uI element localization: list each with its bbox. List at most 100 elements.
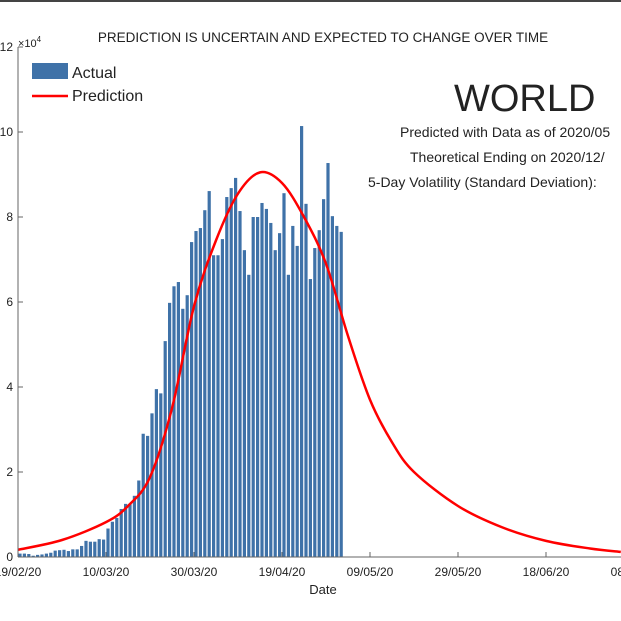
y-multiplier: ×104 [18,35,42,50]
bar-actual [102,539,106,557]
bar-actual [110,521,114,557]
bar-actual [172,286,176,557]
bar-actual [97,539,101,557]
bar-actual [27,554,31,557]
bar-actual [313,248,317,557]
bar-actual [247,274,251,557]
bar-actual [84,540,88,557]
bar-actual [137,480,141,557]
y-multiplier-base: ×10 [18,38,37,50]
bar-actual [80,545,84,557]
bar-actual [119,508,123,557]
bar-actual [282,193,286,557]
bar-actual [185,295,189,557]
bar-actual [106,528,110,557]
x-tick-label: 10/03/20 [83,565,130,579]
actual-bars [18,126,343,558]
bar-actual [198,228,202,558]
bar-actual [339,231,343,557]
bar-actual [18,553,22,557]
bar-actual [295,245,299,557]
bar-actual [124,503,128,557]
bar-actual [326,163,330,557]
x-axis-label: Date [309,582,336,597]
bar-actual [225,197,229,557]
bar-actual [335,225,339,558]
annotation-data-date: Predicted with Data as of 2020/05 [400,124,610,140]
bar-actual [212,255,216,557]
legend-swatch-actual [32,63,68,79]
bar-actual [168,302,172,557]
y-tick-label: 4 [6,380,13,394]
bar-actual [322,199,326,557]
bar-actual [88,541,92,557]
x-tick-label: 09/05/20 [347,565,394,579]
bar-actual [154,389,158,557]
bar-actual [273,250,277,557]
x-tick-label: 30/03/20 [171,565,218,579]
bar-actual [229,188,233,557]
bar-actual [93,541,97,557]
bar-actual [22,553,26,557]
bar-actual [71,549,75,557]
bar-actual [269,222,273,557]
bar-actual [251,217,255,557]
x-tick-label: 18/06/20 [523,565,570,579]
bar-actual [176,282,180,557]
x-tick-label: 19/02/20 [0,565,42,579]
bar-actual [150,413,154,557]
annotation-volatility: 5-Day Volatility (Standard Deviation): [368,174,597,190]
bar-actual [238,211,242,558]
bar-actual [234,177,238,557]
bar-actual [40,554,44,557]
bar-actual [62,549,66,557]
y-tick-label: 0 [6,550,13,564]
y-multiplier-exp: 4 [37,35,42,44]
bar-actual [58,550,62,557]
legend-label-actual: Actual [72,65,116,82]
bar-actual [181,308,185,557]
bar-actual [291,225,295,558]
bar-actual [278,233,282,557]
bar-actual [66,551,70,557]
bar-actual [256,217,260,557]
bar-actual [53,550,57,557]
bar-actual [300,126,304,558]
legend: Actual Prediction [32,63,143,105]
bar-actual [163,341,167,557]
bar-actual [304,203,308,557]
bar-actual [286,274,290,557]
prediction-line [17,170,621,554]
bar-actual [49,552,53,557]
bar-actual [31,555,35,557]
bar-actual [115,517,119,557]
bar-actual [216,255,220,557]
bar-actual [146,435,150,557]
bar-actual [190,242,194,557]
bar-actual [330,216,334,557]
x-tick-label: 19/04/20 [259,565,306,579]
top-border [0,0,621,2]
y-tick-label: 12 [0,40,13,54]
y-tick-label: 2 [6,465,13,479]
bar-actual [220,239,224,557]
y-tick-label: 8 [6,210,13,224]
bar-actual [207,191,211,557]
bar-actual [264,208,268,558]
x-tick-label: 08/07/20 [611,565,621,579]
bar-actual [194,231,198,557]
bar-actual [75,549,79,557]
y-tick-label: 10 [0,125,13,139]
bar-actual [36,554,40,557]
bar-actual [260,202,264,557]
bar-actual [308,279,312,557]
region-label: WORLD [454,78,595,120]
bar-actual [159,393,163,557]
bar-actual [242,250,246,557]
bar-actual [141,433,145,557]
bar-actual [203,210,207,557]
bar-actual [132,495,136,557]
x-tick-label: 29/05/20 [435,565,482,579]
bar-actual [317,230,321,558]
